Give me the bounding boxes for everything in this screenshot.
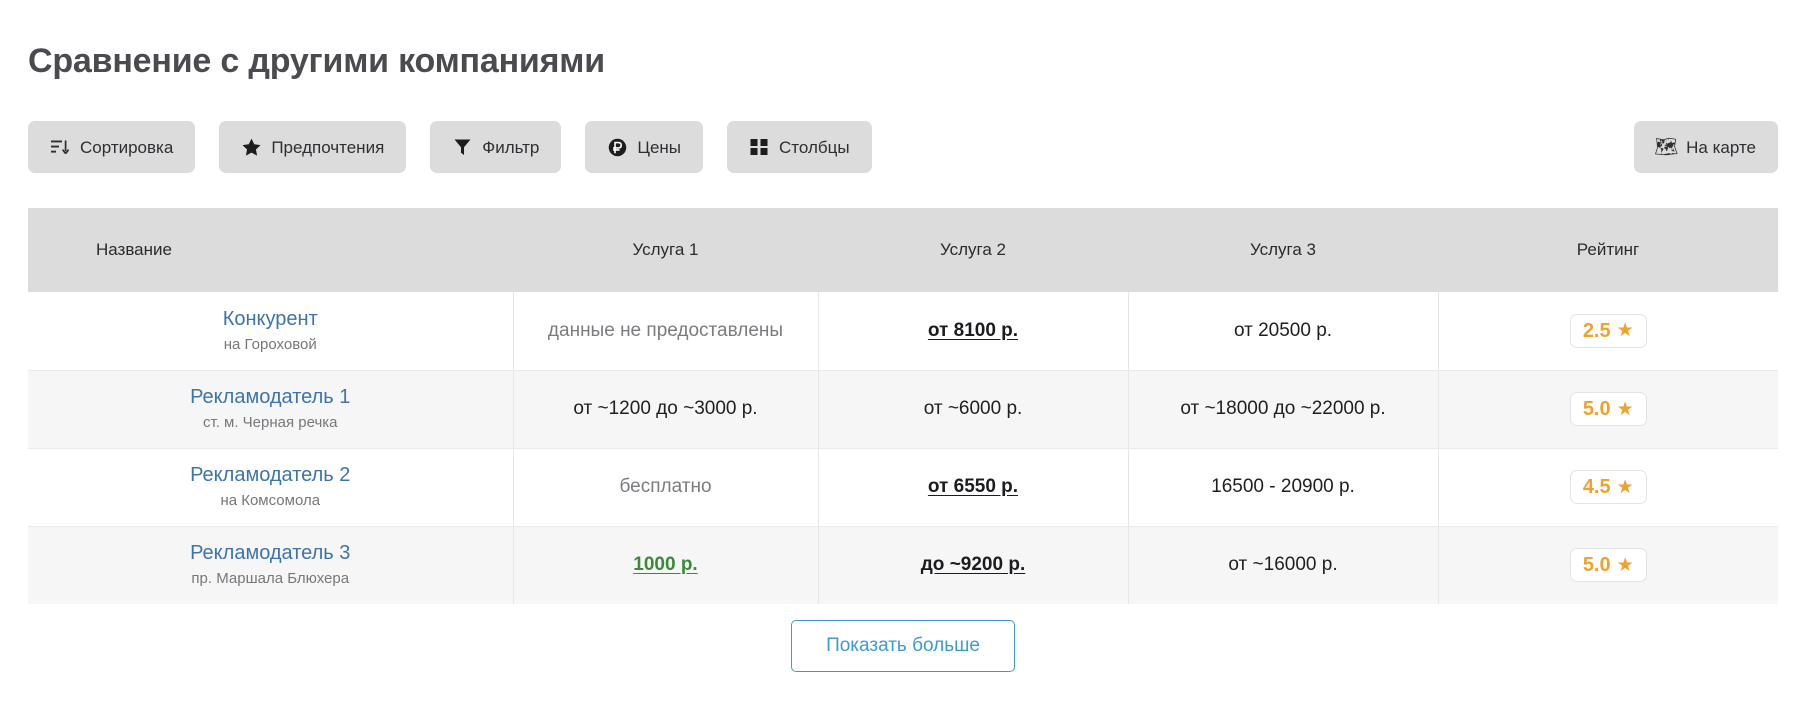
service-2-value[interactable]: от 6550 р. bbox=[927, 476, 1019, 497]
star-icon: ★ bbox=[1616, 398, 1634, 420]
service-2-value[interactable]: до ~9200 р. bbox=[920, 554, 1026, 576]
filter-button-label: Фильтр bbox=[482, 137, 540, 157]
rating-value: 2.5 bbox=[1582, 319, 1611, 342]
company-address: на Гороховой bbox=[223, 335, 317, 353]
column-header-service-3[interactable]: Услуга 3 bbox=[1128, 208, 1438, 292]
service-3-cell: 16500 - 20900 р. bbox=[1128, 448, 1439, 527]
sort-button[interactable]: Сортировка bbox=[28, 121, 196, 173]
service-3-value: от ~16000 р. bbox=[1228, 554, 1338, 576]
status-badge: 5.0 ★ bbox=[1569, 548, 1647, 583]
service-3-value: от ~18000 до ~22000 р. bbox=[1180, 398, 1386, 419]
funnel-icon bbox=[452, 137, 472, 157]
sort-button-label: Сортировка bbox=[80, 137, 174, 157]
service-3-cell: от 20500 р. bbox=[1128, 292, 1439, 371]
service-1-value: бесплатно bbox=[619, 476, 712, 497]
prices-button[interactable]: Цены bbox=[585, 121, 704, 173]
rating-cell: 5.0 ★ bbox=[1438, 370, 1778, 449]
columns-button[interactable]: Столбцы bbox=[727, 121, 872, 173]
rating-value: 4.5 bbox=[1582, 476, 1611, 498]
grid-columns-icon bbox=[749, 137, 769, 157]
service-3-value: от 20500 р. bbox=[1233, 319, 1333, 341]
service-1-cell: данные не предоставлены bbox=[513, 292, 819, 371]
column-header-service-1[interactable]: Услуга 1 bbox=[513, 208, 818, 292]
toolbar: Сортировка Предпочтения Фильтр bbox=[28, 118, 1778, 176]
table-body: Конкурент на Гороховой данные не предост… bbox=[28, 292, 1778, 604]
filter-button[interactable]: Фильтр bbox=[430, 121, 562, 173]
company-cell: Рекламодатель 3 пр. Маршала Блюхера bbox=[28, 526, 514, 604]
rating-cell: 4.5 ★ bbox=[1438, 448, 1778, 527]
company-cell: Конкурент на Гороховой bbox=[28, 292, 514, 371]
preferences-button-label: Предпочтения bbox=[271, 137, 385, 157]
table-row: Рекламодатель 2 на Комсомола бесплатно о… bbox=[28, 448, 1778, 527]
table-row: Рекламодатель 1 ст. м. Черная речка от ~… bbox=[28, 370, 1778, 449]
table-row: Конкурент на Гороховой данные не предост… bbox=[28, 292, 1778, 371]
status-badge: 5.0 ★ bbox=[1569, 392, 1647, 426]
ruble-circle-icon bbox=[607, 137, 627, 157]
service-3-cell: от ~18000 до ~22000 р. bbox=[1128, 370, 1439, 449]
status-badge: 4.5 ★ bbox=[1569, 470, 1647, 504]
prices-button-label: Цены bbox=[637, 137, 682, 157]
service-2-cell: от 6550 р. bbox=[818, 448, 1129, 527]
rating-value: 5.0 bbox=[1582, 398, 1611, 420]
service-1-cell: бесплатно bbox=[513, 448, 819, 527]
star-icon: ★ bbox=[1616, 320, 1634, 342]
table-head: Название Услуга 1 Услуга 2 Услуга 3 Рейт… bbox=[28, 208, 1778, 292]
service-1-cell: 1000 р. bbox=[513, 526, 819, 604]
sort-descending-icon bbox=[50, 137, 70, 157]
rating-cell: 2.5 ★ bbox=[1438, 292, 1778, 371]
company-link[interactable]: Рекламодатель 2 bbox=[190, 464, 351, 487]
service-3-cell: от ~16000 р. bbox=[1128, 526, 1439, 604]
column-header-service-2[interactable]: Услуга 2 bbox=[818, 208, 1128, 292]
star-icon: ★ bbox=[1616, 476, 1634, 498]
service-1-value: данные не предоставлены bbox=[547, 319, 784, 341]
service-1-cell: от ~1200 до ~3000 р. bbox=[513, 370, 819, 449]
rating-cell: 5.0 ★ bbox=[1438, 526, 1778, 604]
map-icon: 🗺 bbox=[1654, 136, 1679, 158]
company-address: пр. Маршала Блюхера bbox=[191, 570, 350, 588]
star-icon bbox=[241, 137, 261, 157]
show-more-button[interactable]: Показать больше bbox=[791, 620, 1015, 672]
company-cell: Рекламодатель 1 ст. м. Черная речка bbox=[28, 370, 514, 449]
company-link[interactable]: Рекламодатель 1 bbox=[190, 386, 351, 409]
company-link[interactable]: Рекламодатель 3 bbox=[190, 542, 351, 565]
service-2-cell: до ~9200 р. bbox=[818, 526, 1129, 604]
page-title: Сравнение с другими компаниями bbox=[28, 42, 605, 80]
company-cell: Рекламодатель 2 на Комсомола bbox=[28, 448, 514, 527]
table-row: Рекламодатель 3 пр. Маршала Блюхера 1000… bbox=[28, 526, 1778, 604]
show-on-map-label: На карте bbox=[1686, 137, 1756, 157]
company-address: на Комсомола bbox=[220, 491, 321, 509]
service-2-cell: от 8100 р. bbox=[818, 292, 1129, 371]
comparison-table-wrapper: Название Услуга 1 Услуга 2 Услуга 3 Рейт… bbox=[28, 208, 1778, 604]
service-2-value[interactable]: от 8100 р. bbox=[927, 319, 1019, 341]
preferences-button[interactable]: Предпочтения bbox=[219, 121, 407, 173]
service-2-cell: от ~6000 р. bbox=[818, 370, 1129, 449]
company-link[interactable]: Конкурент bbox=[222, 307, 318, 330]
status-badge: 2.5 ★ bbox=[1569, 313, 1647, 348]
service-1-value[interactable]: 1000 р. bbox=[633, 554, 698, 576]
service-1-value: от ~1200 до ~3000 р. bbox=[573, 398, 758, 419]
company-address: ст. м. Черная речка bbox=[202, 413, 338, 431]
column-header-rating[interactable]: Рейтинг bbox=[1438, 208, 1778, 292]
columns-button-label: Столбцы bbox=[779, 137, 850, 157]
service-3-value: 16500 - 20900 р. bbox=[1211, 476, 1355, 497]
column-header-name[interactable]: Название bbox=[28, 208, 513, 292]
comparison-table: Название Услуга 1 Услуга 2 Услуга 3 Рейт… bbox=[28, 208, 1778, 604]
service-2-value: от ~6000 р. bbox=[923, 398, 1023, 419]
star-icon: ★ bbox=[1616, 554, 1634, 576]
rating-value: 5.0 bbox=[1582, 554, 1611, 577]
table-header-row: Название Услуга 1 Услуга 2 Услуга 3 Рейт… bbox=[28, 208, 1778, 292]
show-more-wrapper: Показать больше bbox=[0, 620, 1806, 672]
show-on-map-button[interactable]: 🗺 На карте bbox=[1634, 121, 1778, 173]
